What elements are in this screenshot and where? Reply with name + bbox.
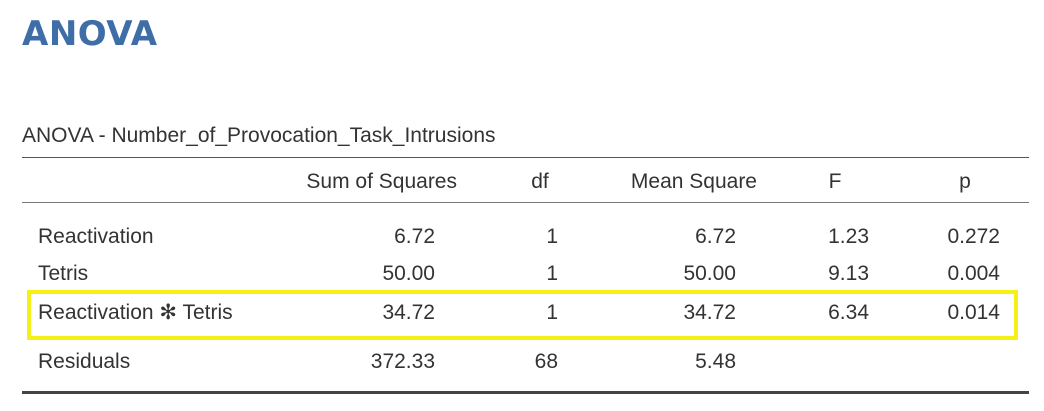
row-mean-square: 5.48 (695, 350, 736, 373)
table-title: ANOVA - Number_of_Provocation_Task_Intru… (22, 124, 496, 147)
row-sum-of-squares: 372.33 (370, 350, 435, 373)
row-mean-square: 50.00 (683, 262, 736, 285)
header-f: F (828, 170, 842, 193)
table-header-rule (22, 202, 1029, 203)
table-bottom-rule (22, 391, 1029, 394)
row-term: Tetris (38, 262, 89, 285)
row-mean-square: 6.72 (695, 225, 736, 248)
highlight-box (27, 290, 1018, 340)
row-df: 1 (546, 262, 558, 285)
header-p: p (959, 170, 971, 193)
row-sum-of-squares: 34.72 (382, 301, 435, 324)
row-df: 68 (534, 350, 558, 373)
row-f: 6.34 (828, 301, 869, 324)
row-p: 0.004 (947, 262, 1000, 285)
row-f: 9.13 (828, 262, 869, 285)
row-sum-of-squares: 6.72 (394, 225, 435, 248)
row-f: 1.23 (828, 225, 869, 248)
row-term: Reactivation (38, 225, 154, 248)
row-term: Residuals (38, 350, 131, 373)
row-df: 1 (546, 301, 558, 324)
row-sum-of-squares: 50.00 (382, 262, 435, 285)
header-df: df (531, 170, 549, 193)
header-sum-of-squares: Sum of Squares (306, 170, 457, 193)
row-mean-square: 34.72 (683, 301, 736, 324)
row-df: 1 (546, 225, 558, 248)
row-p: 0.272 (947, 225, 1000, 248)
table-top-rule (22, 157, 1029, 158)
header-mean-square: Mean Square (630, 170, 757, 193)
row-term: Reactivation ✻ Tetris (38, 301, 233, 324)
page-title: ANOVA (22, 14, 158, 54)
row-p: 0.014 (947, 301, 1000, 324)
